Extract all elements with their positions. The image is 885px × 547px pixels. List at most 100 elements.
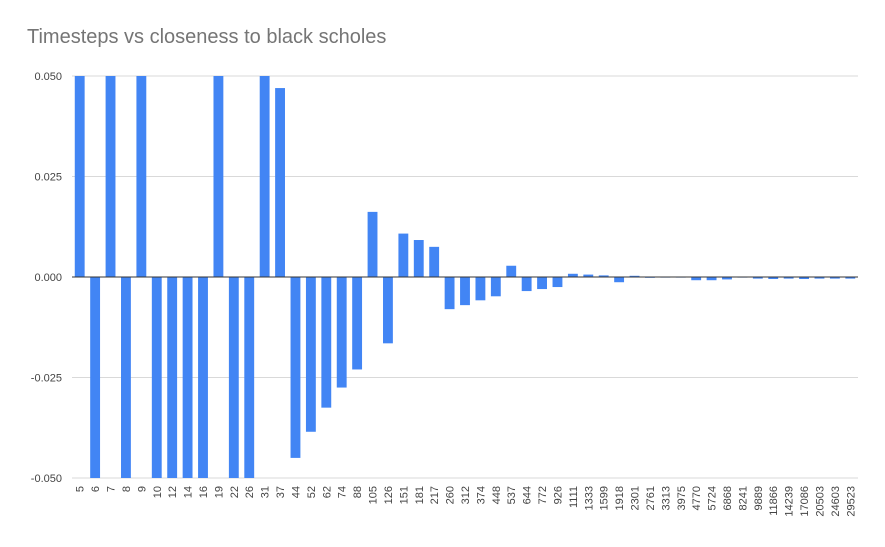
x-tick-label: 1111 [568,486,580,508]
x-tick-label: 19 [213,486,225,498]
x-tick-label: 537 [506,486,518,504]
x-tick-label: 37 [275,486,287,498]
x-tick-label: 312 [460,486,472,504]
x-tick-label: 44 [290,486,302,498]
bar [460,277,470,306]
bar [352,277,363,370]
x-tick-label: 20503 [814,486,826,517]
x-tick-label: 448 [491,486,503,504]
bar [136,76,147,277]
x-tick-label: 12 [167,486,179,498]
bar [752,277,763,279]
y-tick-label: 0.000 [34,272,62,284]
y-tick-label: -0.025 [31,373,62,385]
bar [383,277,393,344]
bar [321,277,332,408]
y-tick-label: 0.050 [34,71,62,83]
x-tick-label: 5 [75,486,87,492]
bar [336,277,347,388]
bar [783,277,794,279]
x-tick-label: 7 [106,486,118,492]
bar [74,76,85,277]
y-axis-ticks: 0.050 0.025 0.000 -0.025 -0.050 [31,71,62,485]
x-tick-label: 10 [152,486,164,498]
x-tick-label: 1599 [599,486,611,510]
chart-title: Timesteps vs closeness to black scholes [27,26,387,48]
x-tick-label: 8 [121,486,133,492]
bar [537,277,547,290]
bar [614,277,625,283]
bar [598,275,609,277]
x-tick-label: 772 [537,486,549,504]
x-tick-label: 926 [552,486,564,504]
bar [691,277,702,281]
bar [506,265,517,277]
x-tick-label: 126 [383,486,395,504]
x-tick-label: 260 [445,486,457,504]
x-tick-label: 181 [414,486,426,504]
x-tick-label: 5724 [707,486,719,510]
bar [121,277,131,478]
x-tick-label: 3975 [676,486,688,510]
bar [413,240,424,277]
bar [259,76,270,277]
x-tick-label: 14239 [784,486,796,517]
x-tick-label: 17086 [799,486,811,517]
bar [275,88,285,277]
x-tick-label: 22 [229,486,241,498]
x-tick-label: 62 [321,486,333,498]
bar [151,277,162,478]
x-tick-label: 217 [429,486,441,504]
bar [429,246,440,277]
bar [722,277,732,280]
bar [552,277,563,288]
bar [768,277,779,280]
x-tick-label: 11866 [768,486,780,516]
bar [198,277,208,478]
bar [814,277,825,279]
x-tick-label: 88 [352,486,364,498]
bar [567,273,578,277]
bar [367,211,378,277]
x-axis-ticks: 5 6 7 8 9 10 12 14 16 19 22 26 31 37 44 52 62 74 88 105 126 1… [75,486,858,517]
x-tick-label: 2301 [630,486,642,510]
bar [583,274,594,277]
bar [105,76,116,277]
x-tick-label: 29523 [845,486,857,517]
x-tick-label: 31 [260,486,272,498]
bar [490,277,501,297]
x-tick-label: 1918 [614,486,626,510]
x-tick-label: 24603 [830,486,842,517]
bar [228,277,239,478]
x-tick-label: 52 [306,486,318,498]
bar [799,277,809,280]
bar [167,277,178,478]
bar [629,275,640,277]
x-tick-label: 3313 [660,486,672,510]
x-tick-label: 8241 [737,486,749,510]
x-tick-label: 14 [183,486,195,498]
x-tick-label: 6868 [722,486,734,510]
x-tick-label: 26 [244,486,256,498]
x-tick-label: 16 [198,486,210,498]
bar [829,277,840,279]
x-tick-label: 105 [368,486,380,504]
bar [521,277,532,292]
x-tick-label: 2761 [645,486,657,510]
bar [213,76,224,277]
x-tick-label: 74 [337,486,349,498]
bar [845,277,856,279]
bar [244,277,255,478]
bar [475,277,486,301]
bar [706,277,717,281]
bar [398,233,409,277]
x-tick-label: 9889 [753,486,765,510]
x-tick-label: 4770 [691,486,703,510]
bar [182,277,193,478]
bars [74,76,856,478]
bar [290,277,301,458]
y-tick-label: 0.025 [34,172,62,184]
x-tick-label: 6 [90,486,102,492]
x-tick-label: 374 [475,486,487,504]
